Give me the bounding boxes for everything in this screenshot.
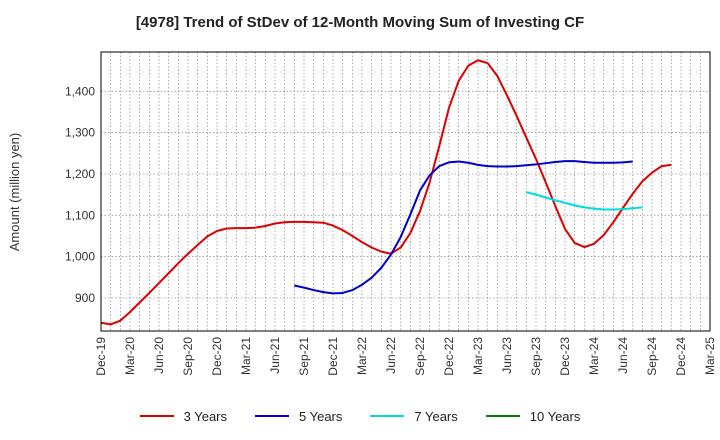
chart-title: [4978] Trend of StDev of 12-Month Moving…: [135, 14, 585, 31]
legend-label: 3 Years: [183, 408, 227, 424]
legend-label: 5 Years: [299, 408, 343, 424]
series-line-7-years: [526, 191, 643, 211]
legend-swatch: [139, 415, 174, 417]
y-axis-title: Amount (million yen): [7, 133, 22, 252]
x-tick-label: Dec-21: [326, 337, 340, 376]
x-tick-label: Dec-19: [94, 337, 108, 376]
x-tick-label: Sep-22: [413, 337, 427, 376]
x-tick-label: Dec-23: [558, 337, 572, 376]
x-tick-label: Mar-24: [587, 337, 601, 375]
x-tick-label: Mar-25: [703, 337, 717, 375]
x-tick-label: Mar-20: [123, 337, 137, 375]
x-tick-label: Dec-20: [210, 337, 224, 376]
y-tick-label: 1,100: [65, 208, 95, 222]
x-tick-label: Jun-21: [268, 337, 282, 374]
series-line-3-years: [100, 59, 672, 326]
legend: 3 Years 5 Years 7 Years 10 Years: [0, 404, 720, 428]
y-tick-label: 1,000: [65, 250, 95, 264]
x-tick-label: Jun-23: [500, 337, 514, 374]
plot-frame: [100, 51, 711, 332]
x-tick-label: Mar-23: [471, 337, 485, 375]
series-layer: [100, 59, 672, 326]
x-tick-label: Dec-24: [674, 337, 688, 376]
legend-label: 7 Years: [414, 408, 458, 424]
y-axis-ticks: 900 1,000 1,100 1,200 1,300 1,400: [65, 84, 95, 305]
x-tick-label: Jun-24: [616, 337, 630, 374]
legend-item: 10 Years: [485, 408, 581, 424]
series-line-5-years: [294, 160, 633, 295]
y-tick-label: 900: [75, 291, 95, 305]
x-tick-label: Sep-23: [529, 337, 543, 376]
x-tick-label: Sep-24: [645, 337, 659, 376]
x-tick-label: Sep-21: [297, 337, 311, 376]
x-axis-ticks: Dec-19 Mar-20 Jun-20 Sep-20 Dec-20 Mar-21 Jun-…: [94, 337, 717, 376]
x-tick-label: Mar-22: [355, 337, 369, 375]
y-tick-label: 1,300: [65, 126, 95, 140]
legend-swatch: [255, 415, 289, 417]
x-tick-label: Dec-22: [442, 337, 456, 376]
legend-item: 5 Years: [255, 409, 342, 424]
legend-item: 3 Years: [139, 408, 227, 424]
x-tick-label: Jun-22: [384, 337, 398, 374]
legend-label: 10 Years: [529, 408, 581, 424]
legend-swatch: [370, 415, 405, 417]
y-tick-label: 1,200: [65, 167, 95, 181]
legend-item: 7 Years: [370, 408, 458, 424]
legend-swatch: [485, 415, 520, 417]
y-tick-label: 1,400: [65, 84, 95, 98]
x-tick-label: Jun-20: [152, 337, 166, 374]
grid-layer: [101, 52, 710, 331]
x-tick-label: Sep-20: [181, 337, 195, 376]
x-tick-label: Mar-21: [239, 337, 253, 375]
